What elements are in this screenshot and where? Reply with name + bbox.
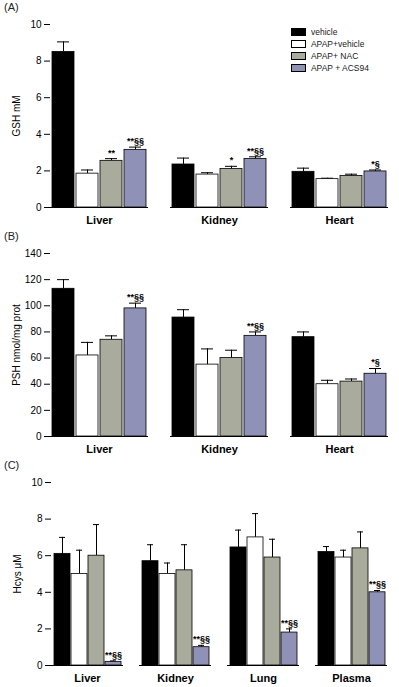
svg-text:6: 6: [36, 92, 42, 103]
svg-text:8: 8: [36, 55, 42, 66]
svg-text:6: 6: [37, 550, 43, 561]
svg-text:4: 4: [36, 129, 42, 140]
svg-text:**§§: **§§: [105, 650, 122, 660]
svg-text:*§: *§: [371, 357, 380, 367]
svg-text:**§§: **§§: [127, 136, 144, 146]
svg-text:**: **: [108, 148, 116, 158]
svg-text:10: 10: [30, 19, 42, 30]
svg-text:80: 80: [30, 326, 42, 337]
svg-text:20: 20: [30, 405, 42, 416]
svg-text:0: 0: [36, 202, 42, 213]
svg-text:40: 40: [30, 378, 42, 389]
svg-text:Liver: Liver: [86, 214, 113, 226]
svg-text:0: 0: [37, 660, 43, 671]
svg-text:2: 2: [36, 165, 42, 176]
svg-text:120: 120: [25, 274, 42, 285]
svg-text:**§§: **§§: [281, 618, 298, 628]
svg-text:4: 4: [37, 587, 43, 598]
svg-text:Liver: Liver: [86, 443, 113, 455]
html-text:APAP+ NAC: APAP+ NAC: [311, 51, 359, 61]
html-text:APAP+vehicle: APAP+vehicle: [311, 39, 365, 49]
svg-text:Plasma: Plasma: [332, 672, 371, 684]
svg-text:GSH mM: GSH mM: [11, 95, 22, 136]
svg-text:Heart: Heart: [325, 214, 353, 226]
svg-text:Liver: Liver: [74, 672, 101, 684]
svg-text:Lung: Lung: [250, 672, 277, 684]
html-text:APAP + ACS94: APAP + ACS94: [311, 63, 369, 73]
svg-text:Heart: Heart: [325, 443, 353, 455]
svg-text:**§§: **§§: [127, 292, 144, 302]
svg-text:**§§: **§§: [369, 579, 386, 589]
svg-text:0: 0: [36, 431, 42, 442]
svg-text:100: 100: [25, 300, 42, 311]
svg-text:60: 60: [30, 352, 42, 363]
svg-text:10: 10: [31, 477, 43, 488]
svg-text:**§§: **§§: [247, 146, 264, 156]
html-text:(A): (A): [4, 1, 19, 13]
html-text:(C): (C): [4, 459, 20, 471]
html-text:vehicle: vehicle: [311, 27, 338, 37]
svg-text:PSH nmol/mg prot: PSH nmol/mg prot: [11, 304, 22, 386]
svg-text:*§: *§: [371, 159, 380, 169]
svg-text:Kidney: Kidney: [157, 672, 195, 684]
svg-text:2: 2: [37, 623, 43, 634]
svg-text:**§§: **§§: [247, 321, 264, 331]
svg-text:8: 8: [37, 513, 43, 524]
svg-text:140: 140: [25, 248, 42, 259]
svg-text:*: *: [230, 155, 234, 165]
svg-text:**§§: **§§: [193, 634, 210, 644]
svg-text:Kidney: Kidney: [201, 443, 239, 455]
html-text:(B): (B): [4, 230, 19, 242]
svg-text:Hcys μM: Hcys μM: [12, 554, 23, 593]
svg-text:Kidney: Kidney: [201, 214, 239, 226]
